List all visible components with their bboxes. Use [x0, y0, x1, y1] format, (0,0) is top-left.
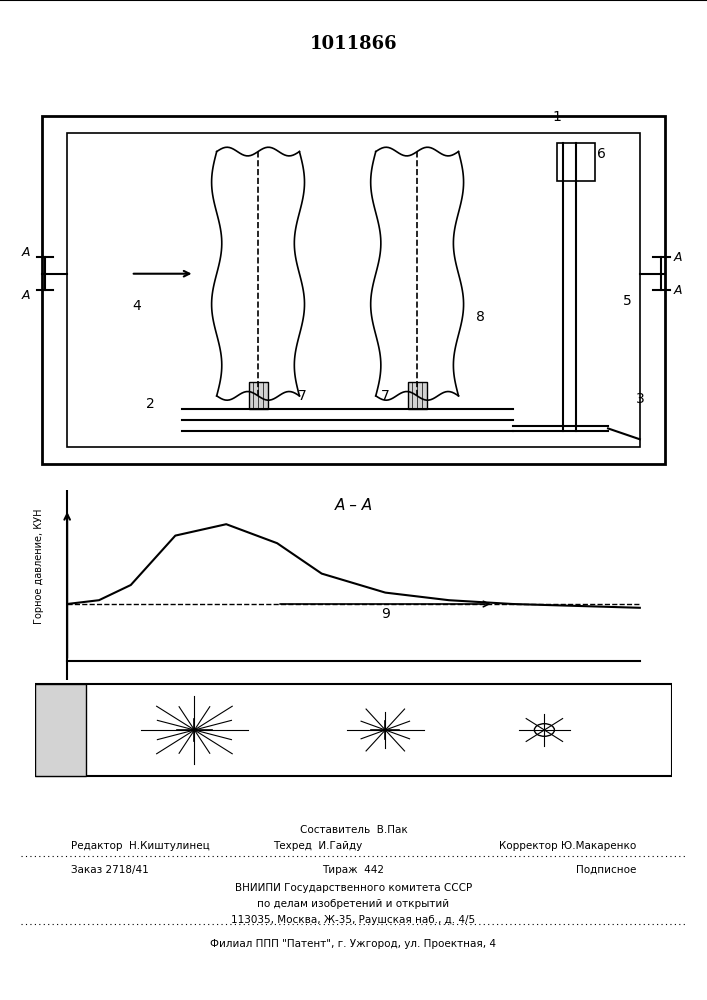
Text: 8: 8 — [477, 310, 485, 324]
Text: 7: 7 — [381, 389, 390, 403]
Text: 3: 3 — [636, 392, 644, 406]
Text: А: А — [674, 251, 682, 264]
Text: 5: 5 — [623, 294, 631, 308]
Text: Заказ 2718/41: Заказ 2718/41 — [71, 865, 148, 875]
Bar — [249, 382, 268, 409]
Text: 4: 4 — [133, 299, 141, 313]
Text: А: А — [674, 284, 682, 296]
Text: 1011866: 1011866 — [310, 35, 397, 53]
Text: 9: 9 — [381, 606, 390, 620]
Text: Тираж  442: Тираж 442 — [322, 865, 385, 875]
Bar — [408, 382, 427, 409]
Text: Составитель  В.Пак: Составитель В.Пак — [300, 825, 407, 835]
Text: Корректор Ю.Макаренко: Корректор Ю.Макаренко — [499, 841, 636, 851]
Text: 113035, Москва, Ж-35, Раушская наб., д. 4/5: 113035, Москва, Ж-35, Раушская наб., д. … — [231, 915, 476, 925]
Bar — [557, 143, 595, 181]
Bar — [35, 684, 86, 776]
Text: 2: 2 — [146, 397, 154, 411]
Text: Филиал ППП "Патент", г. Ужгород, ул. Проектная, 4: Филиал ППП "Патент", г. Ужгород, ул. Про… — [211, 939, 496, 949]
Text: 1: 1 — [553, 110, 561, 124]
Text: А: А — [21, 245, 30, 258]
Text: по делам изобретений и открытий: по делам изобретений и открытий — [257, 899, 450, 909]
Text: А – А: А – А — [334, 498, 373, 513]
Text: Редактор  Н.Киштулинец: Редактор Н.Киштулинец — [71, 841, 209, 851]
Text: ВНИИПИ Государственного комитета СССР: ВНИИПИ Государственного комитета СССР — [235, 883, 472, 893]
Text: 6: 6 — [597, 147, 606, 161]
Text: Подписное: Подписное — [576, 865, 636, 875]
Text: А: А — [21, 289, 30, 302]
Text: Горное давление, КУН: Горное давление, КУН — [33, 508, 44, 624]
Text: 7: 7 — [298, 389, 307, 403]
Text: Техред  И.Гайду: Техред И.Гайду — [274, 841, 363, 851]
